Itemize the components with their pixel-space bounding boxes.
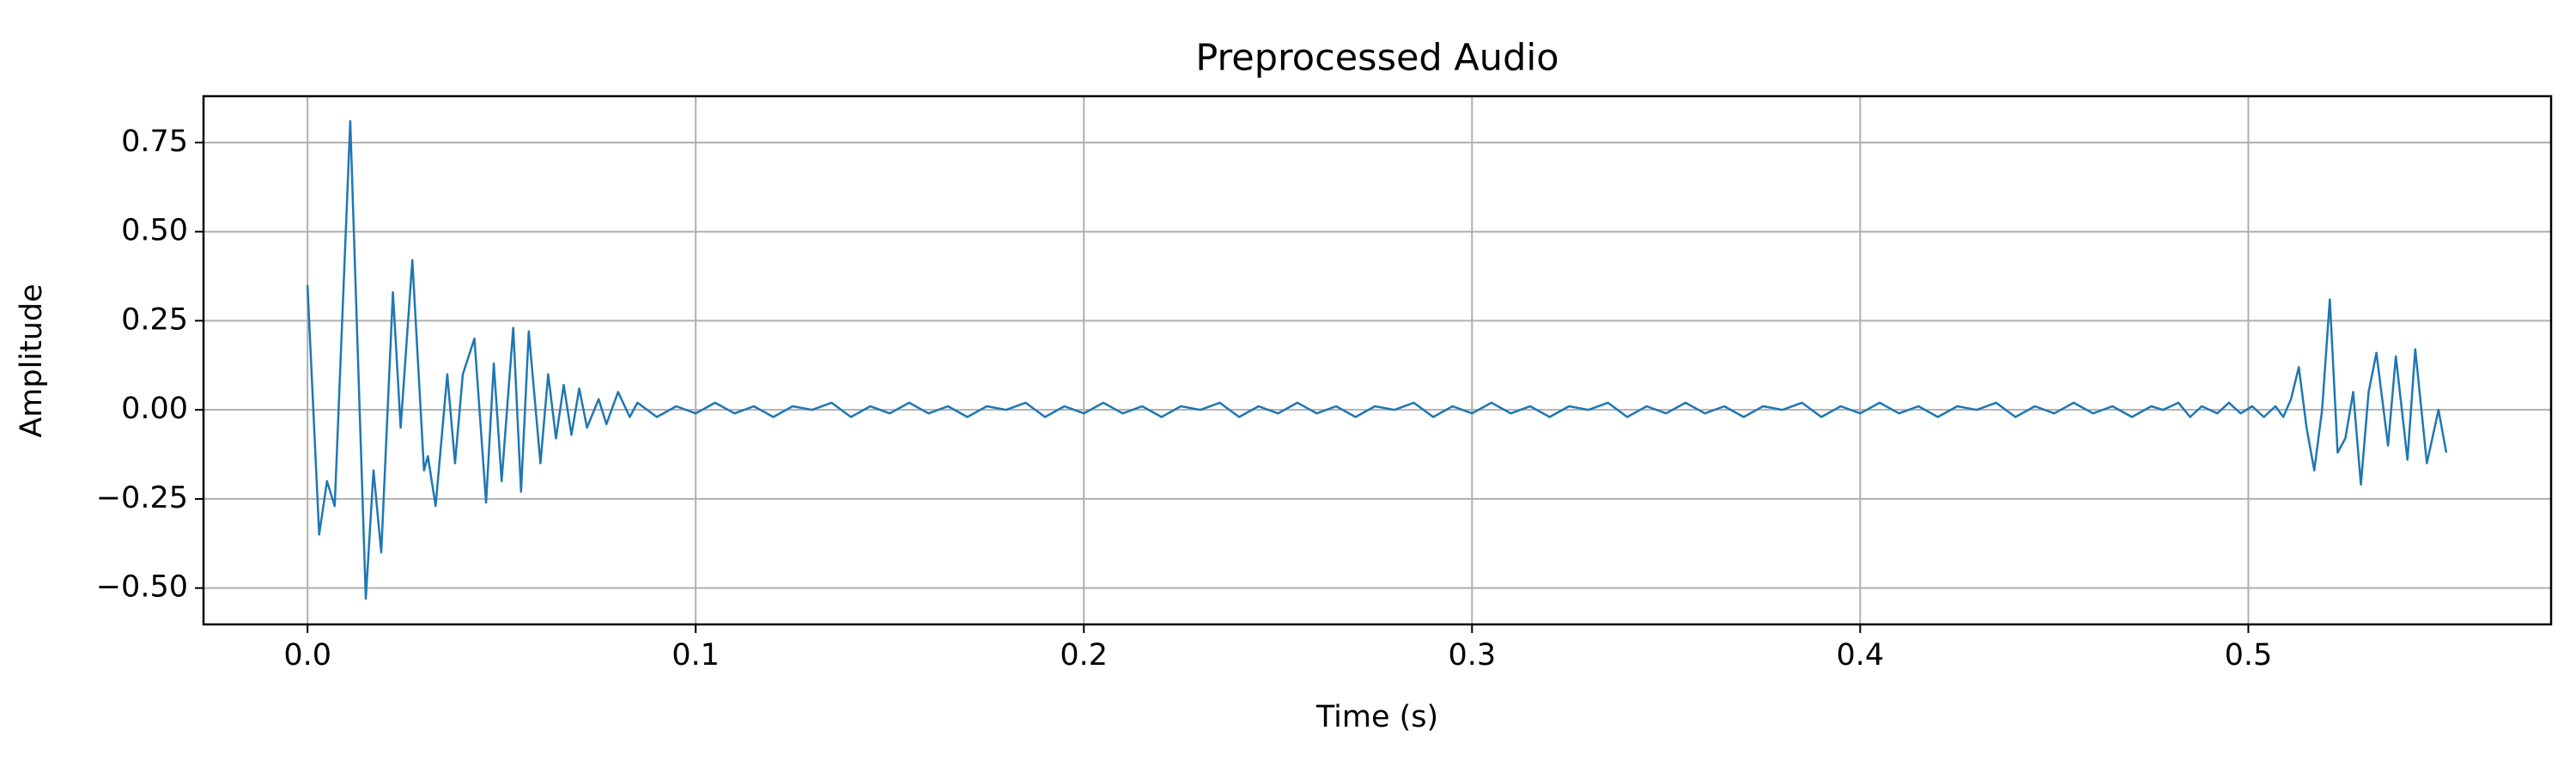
- x-tick-label: 0.2: [1060, 638, 1108, 673]
- y-axis-label: Amplitude: [15, 283, 49, 437]
- waveform-line: [306, 119, 2448, 600]
- x-tick-label: 0.4: [1837, 638, 1885, 673]
- x-tick-label: 0.0: [283, 638, 331, 673]
- y-tick-label: 0.00: [121, 392, 188, 426]
- plot-frame: [202, 94, 2553, 626]
- x-tick-label: 0.5: [2225, 638, 2273, 673]
- x-tick-label: 0.1: [671, 638, 720, 673]
- y-tick-label: −0.50: [96, 570, 188, 605]
- y-tick-label: 0.50: [121, 214, 188, 248]
- y-tick-label: −0.25: [96, 481, 188, 515]
- y-tick-label: 0.75: [121, 125, 188, 159]
- x-axis-label: Time (s): [1315, 700, 1438, 734]
- x-tick-label: 0.3: [1448, 638, 1496, 673]
- chart-title: Preprocessed Audio: [1195, 37, 1558, 80]
- y-tick-label: 0.25: [121, 302, 188, 337]
